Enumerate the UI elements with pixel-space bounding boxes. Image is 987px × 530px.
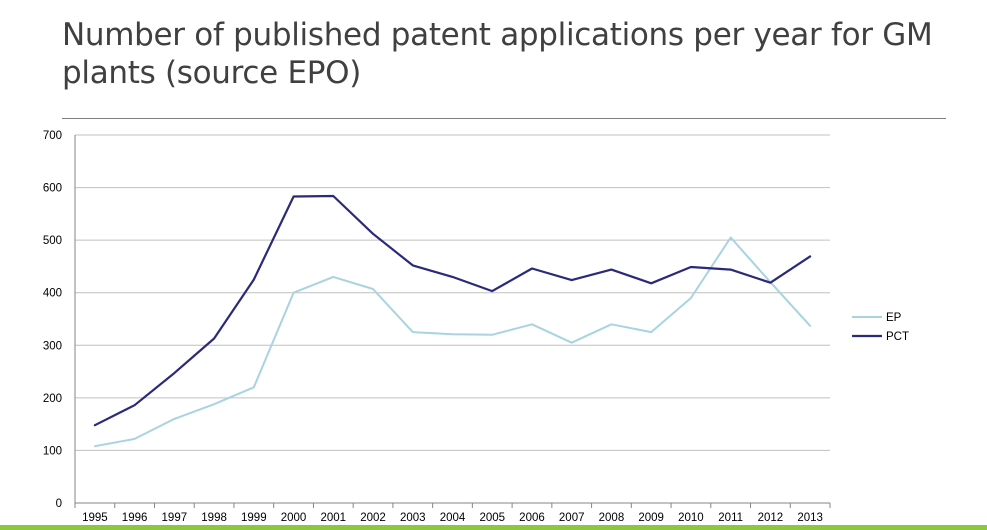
y-tick-label: 0	[56, 498, 62, 510]
y-tick-label: 600	[43, 183, 62, 195]
x-tick-label: 2005	[479, 512, 505, 524]
legend-label-ep: EP	[886, 312, 902, 324]
x-tick-label: 2002	[360, 512, 386, 524]
x-tick-label: 2006	[519, 512, 545, 524]
x-tick-label: 1998	[201, 512, 227, 524]
x-tick-label: 2001	[320, 512, 346, 524]
x-tick-label: 1996	[122, 512, 148, 524]
y-tick-label: 100	[43, 445, 62, 457]
x-tick-label: 2011	[718, 512, 743, 524]
y-tick-label: 400	[43, 288, 62, 300]
legend: EP PCT	[852, 312, 909, 343]
x-tick-label: 2013	[797, 512, 823, 524]
y-axis-tick-labels: 0 100 200 300 400 500 600 700	[43, 130, 62, 510]
series-line-pct	[93, 194, 812, 427]
x-axis-tick-labels: 1995 1996 1997 1998 1999 2000 2001 2002 2003 2004…	[82, 512, 823, 524]
x-tick-label: 1999	[241, 512, 267, 524]
x-tick-label: 1997	[162, 512, 188, 524]
series-line-ep	[93, 236, 812, 448]
title-divider	[62, 118, 946, 119]
x-tick-label: 1995	[82, 512, 108, 524]
x-tick-label: 2012	[758, 512, 784, 524]
axes	[74, 135, 831, 508]
slide-title: Number of published patent applications …	[62, 17, 933, 91]
x-tick-label: 2010	[678, 512, 704, 524]
y-tick-label: 500	[43, 235, 62, 247]
x-tick-label: 2003	[400, 512, 426, 524]
y-tick-label: 700	[43, 130, 62, 142]
x-tick-label: 2008	[599, 512, 625, 524]
y-tick-label: 200	[43, 393, 62, 405]
x-tick-label: 2000	[281, 512, 307, 524]
x-tick-label: 2009	[638, 512, 664, 524]
series-lines	[93, 194, 812, 448]
legend-label-pct: PCT	[886, 331, 909, 343]
x-tick-label: 2007	[559, 512, 585, 524]
gridlines	[75, 134, 830, 451]
footer-accent-bar	[0, 525, 987, 530]
x-tick-label: 2004	[440, 512, 466, 524]
y-tick-label: 300	[43, 340, 62, 352]
